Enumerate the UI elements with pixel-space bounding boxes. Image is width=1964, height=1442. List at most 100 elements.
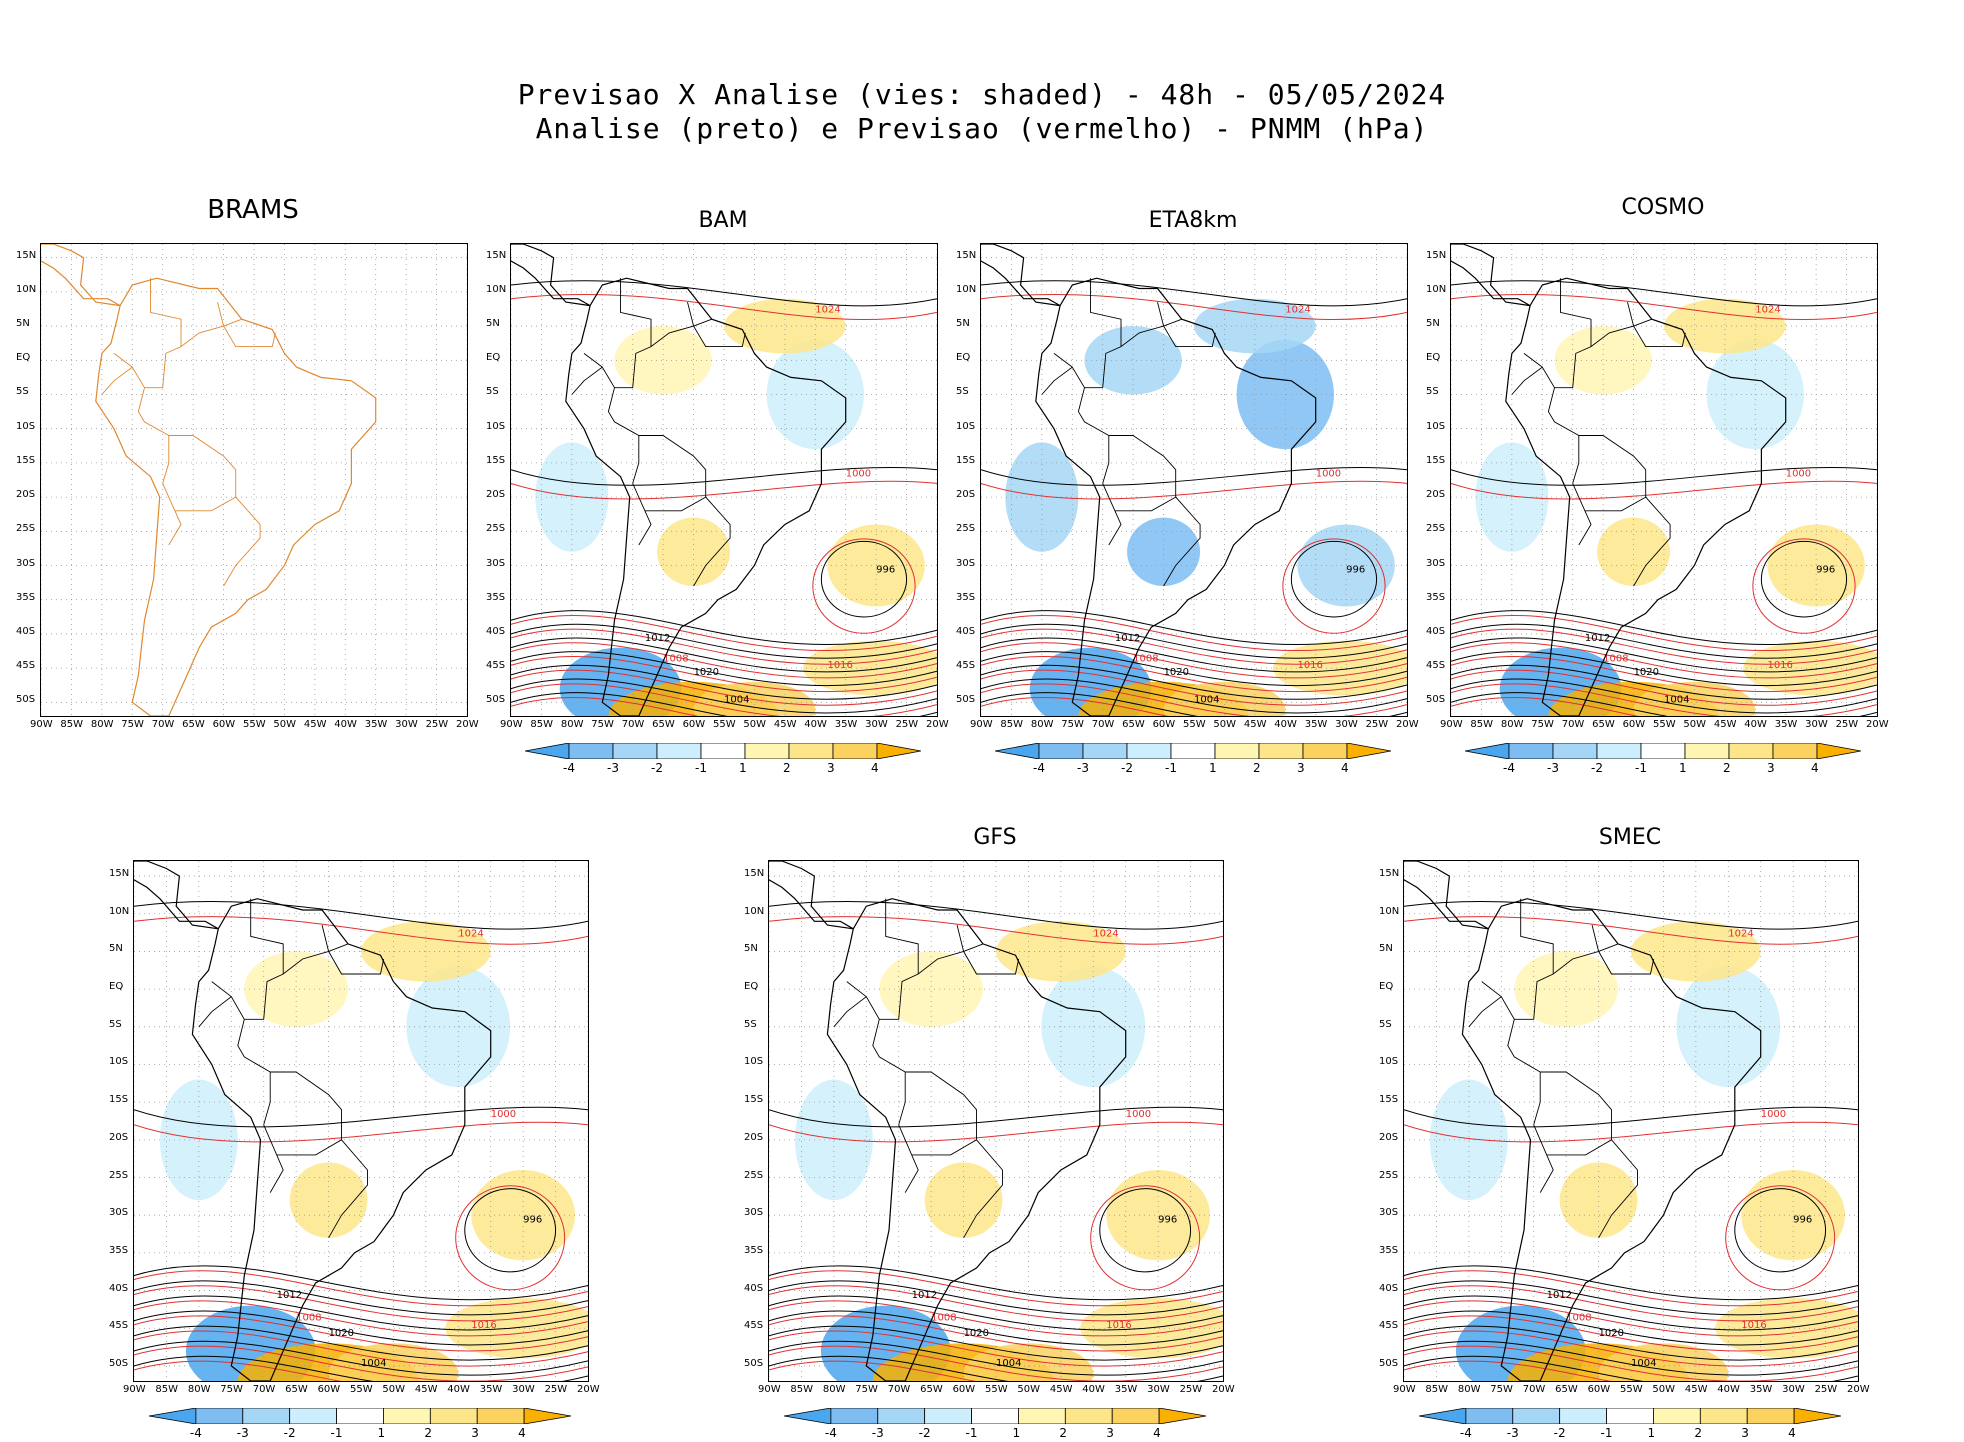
forecast-contour	[1451, 697, 1639, 716]
colorbar-swatch	[336, 1407, 384, 1425]
forecast-contour	[134, 1315, 588, 1352]
lon-tick-label: 30W	[1335, 719, 1358, 730]
lon-tick-label: 70W	[1561, 719, 1585, 730]
colorbar-swatch	[744, 742, 790, 760]
colorbar-tick: -3	[1077, 761, 1089, 775]
contour-label: 996	[1793, 1215, 1812, 1226]
forecast-contour	[981, 642, 1407, 679]
contour-label: 1004	[724, 694, 749, 705]
lat-tick-label: 5S	[1426, 386, 1439, 398]
colorbar-tick: -3	[607, 761, 619, 775]
colorbar-tick: 1	[1647, 1426, 1656, 1440]
lon-tick-label: 80W	[90, 719, 114, 730]
lat-tick-label: 15S	[1379, 1094, 1399, 1106]
contour-label: 1000	[1786, 469, 1811, 480]
forecast-contour	[769, 1330, 1223, 1367]
lon-tick-label: 90W	[123, 1384, 146, 1395]
panel-title-cosmo: COSMO	[1621, 195, 1705, 220]
colorbar-tick: 1	[377, 1426, 386, 1440]
colorbar-tick: 3	[1297, 761, 1305, 775]
lon-tick-label: 70W	[621, 719, 645, 730]
colorbar-swatch	[1816, 742, 1862, 760]
analysis-contour	[134, 1280, 588, 1316]
lat-tick-label: 5N	[109, 943, 123, 955]
lat-tick-label: EQ	[956, 352, 971, 364]
lat-tick-label: 5S	[109, 1018, 122, 1030]
analysis-contour	[1404, 1310, 1858, 1346]
lat-tick-label: 15S	[16, 454, 36, 466]
analysis-contour	[1404, 1355, 1858, 1381]
lon-tick-label: 80W	[1457, 1384, 1481, 1395]
analysis-contour	[769, 1310, 1223, 1346]
lon-tick-label: 80W	[560, 719, 584, 730]
lat-tick-label: 25S	[16, 523, 36, 535]
analysis-contour	[981, 637, 1407, 673]
lon-tick-label: 90W	[500, 719, 523, 730]
lon-tick-label: 50W	[382, 1384, 406, 1395]
analysis-contour	[511, 610, 937, 645]
country-border	[911, 1139, 977, 1156]
country-border	[1547, 318, 1652, 484]
analysis-contour	[981, 692, 1407, 716]
coastline	[134, 861, 219, 930]
lon-tick-label: 75W	[220, 1384, 243, 1395]
analysis-contour	[511, 651, 937, 687]
lon-tick-label: 85W	[1425, 1384, 1449, 1395]
bias-shading-7	[244, 951, 349, 1027]
lon-tick-label: 20W	[577, 1384, 600, 1395]
colorbar-swatch	[1684, 742, 1730, 760]
forecast-contour	[511, 293, 937, 321]
panel-title-brams: BRAMS	[207, 195, 299, 225]
forecast-contour	[1404, 1315, 1858, 1352]
colorbar-swatch	[1018, 1407, 1066, 1425]
forecast-contour	[134, 1360, 342, 1381]
lon-tick-label: 75W	[591, 719, 614, 730]
analysis-contour	[511, 678, 937, 714]
country-border	[833, 996, 880, 1028]
colorbar-swatch	[1158, 1407, 1207, 1425]
colorbar-tick: 4	[1811, 761, 1819, 775]
lon-tick-label: 45W	[303, 719, 327, 730]
colorbar-tick: -1	[1165, 761, 1177, 775]
colorbar-swatch	[1728, 742, 1774, 760]
lat-tick-label: 10S	[109, 1056, 129, 1068]
map-canvas-gfs: 1004 1008 1012 1016 1020 1024 996 1000	[769, 861, 1223, 1381]
colorbar-swatch	[524, 742, 570, 760]
forecast-contour	[769, 916, 1223, 945]
lat-tick-label: 10S	[956, 420, 976, 432]
colorbar-tick: 2	[783, 761, 791, 775]
lat-tick-label: 10N	[16, 283, 37, 295]
lon-tick-label: 20W	[456, 719, 479, 730]
colorbar-swatch	[1606, 1407, 1654, 1425]
lon-tick-label: 60W	[682, 719, 706, 730]
lat-tick-label: 50S	[1426, 694, 1446, 706]
country-border	[1102, 483, 1122, 546]
country-border	[113, 353, 133, 368]
country-border	[1077, 318, 1182, 484]
lon-tick-label: 25W	[544, 1384, 568, 1395]
bias-shading-9	[1743, 640, 1877, 696]
lat-tick-label: EQ	[1379, 981, 1394, 993]
lon-tick-label: 85W	[530, 719, 554, 730]
forecast-contour	[511, 642, 937, 679]
forecast-contour	[1404, 1300, 1858, 1337]
country-border	[1591, 924, 1655, 975]
contour-label: 1024	[1728, 928, 1753, 939]
lat-tick-label: 30S	[744, 1207, 764, 1219]
lon-tick-label: 80W	[187, 1384, 211, 1395]
colorbar-swatch	[656, 742, 702, 760]
analysis-contour	[1451, 467, 1877, 486]
panel-title-eta8km: ETA8km	[1148, 208, 1238, 233]
analysis-contour	[1404, 1340, 1858, 1376]
analysis-contour	[511, 692, 937, 716]
lon-tick-label: 50W	[1683, 719, 1707, 730]
map-unnamed: 1004 1008 1012 1016 1020 1024 996 1000	[133, 860, 589, 1382]
country-border	[1041, 366, 1085, 395]
country-border	[101, 366, 145, 395]
lon-tick-label: 45W	[1243, 719, 1267, 730]
lat-tick-label: 5S	[956, 386, 969, 398]
lat-tick-label: 25S	[1426, 523, 1446, 535]
coastline	[95, 277, 377, 716]
analysis-contour	[769, 1355, 1223, 1381]
colorbar-tick: -4	[563, 761, 575, 775]
